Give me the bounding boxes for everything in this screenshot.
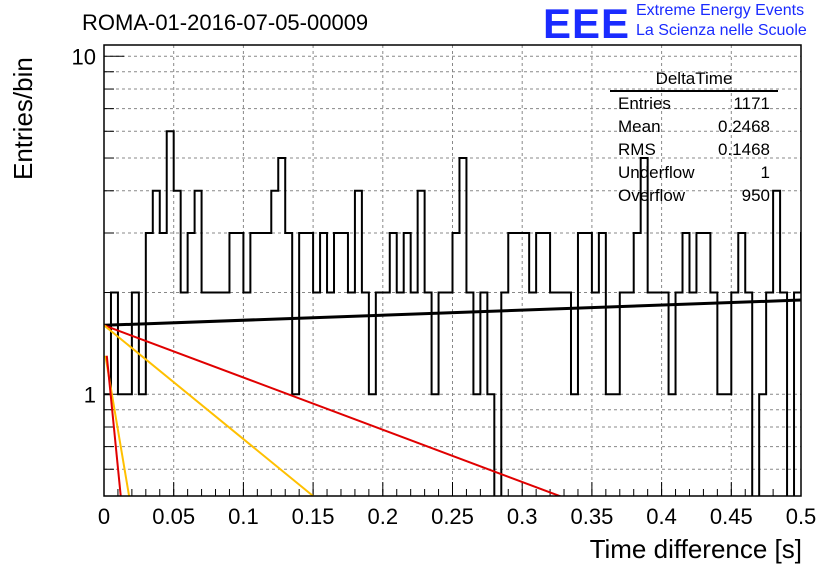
stats-value: 1171	[733, 94, 770, 113]
stats-label: Overflow	[618, 186, 686, 205]
stats-row: Mean 0.2468	[610, 115, 778, 138]
y-tick-label: 10	[72, 44, 96, 69]
stats-value: 0.1468	[718, 140, 770, 159]
x-tick-label: 0.4	[646, 504, 677, 529]
plot-frame	[103, 44, 802, 497]
stats-label: Underflow	[618, 163, 695, 182]
y-axis-label: Entries/bin	[8, 57, 38, 180]
x-axis-label: Time difference [s]	[589, 534, 802, 564]
eee-logo: EEE	[543, 0, 631, 47]
stats-value: 950	[741, 186, 770, 205]
histogram-steps	[104, 130, 801, 496]
x-tick-label: 0.5	[786, 504, 817, 529]
stats-row: Entries 1171	[610, 92, 778, 115]
stats-row: Overflow 950	[610, 184, 778, 207]
x-tick-label: 0.1	[228, 504, 259, 529]
fit-line	[104, 324, 314, 496]
fit-line	[104, 324, 563, 496]
x-tick-label: 0.05	[152, 504, 195, 529]
x-tick-label: 0.35	[570, 504, 613, 529]
logo-line-1: Extreme Energy Events	[636, 2, 805, 19]
stats-value: 0.2468	[718, 117, 770, 136]
stats-row: Underflow 1	[610, 161, 778, 184]
x-tick-label: 0.15	[292, 504, 335, 529]
stats-title: DeltaTime	[610, 68, 778, 92]
y-tick-label: 1	[84, 382, 96, 407]
stats-value: 1	[760, 163, 770, 182]
stats-label: RMS	[618, 140, 656, 159]
x-tick-label: 0.25	[431, 504, 474, 529]
x-tick-label: 0.2	[368, 504, 399, 529]
fit-line	[104, 298, 801, 327]
logo-line-2: La Scienza nelle Scuole	[636, 22, 807, 39]
stats-label: Mean	[618, 117, 661, 136]
x-tick-label: 0	[98, 504, 110, 529]
x-tick-label: 0.45	[710, 504, 753, 529]
stats-label: Entries	[618, 94, 671, 113]
fit-line	[105, 355, 122, 496]
x-tick-label: 0.3	[507, 504, 538, 529]
stats-box: DeltaTime Entries 1171 Mean 0.2468 RMS 0.14…	[610, 68, 778, 207]
stats-row: RMS 0.1468	[610, 138, 778, 161]
chart-title: ROMA-01-2016-07-05-00009	[82, 10, 369, 35]
